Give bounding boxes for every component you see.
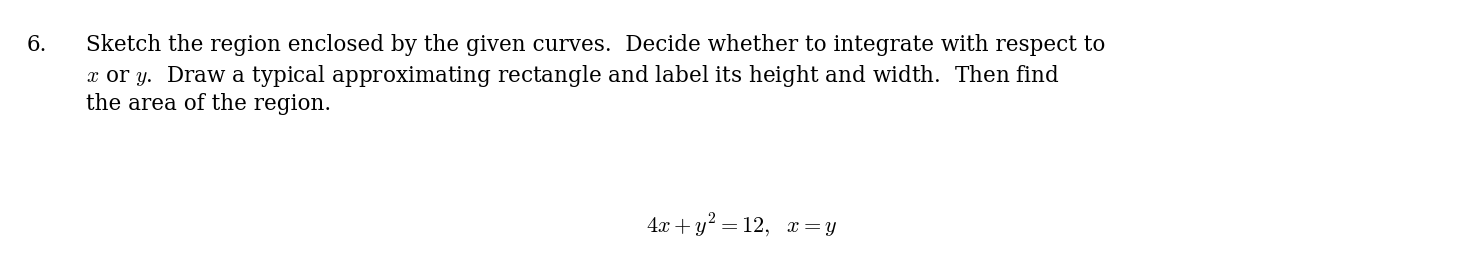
Text: the area of the region.: the area of the region. (86, 93, 331, 115)
Text: $4x + y^{2} = 12, \ \ x = y$: $4x + y^{2} = 12, \ \ x = y$ (647, 212, 837, 239)
Text: $x$ or $y$.  Draw a typical approximating rectangle and label its height and wid: $x$ or $y$. Draw a typical approximating… (86, 63, 1060, 89)
Text: 6.: 6. (27, 34, 47, 55)
Text: Sketch the region enclosed by the given curves.  Decide whether to integrate wit: Sketch the region enclosed by the given … (86, 34, 1106, 55)
